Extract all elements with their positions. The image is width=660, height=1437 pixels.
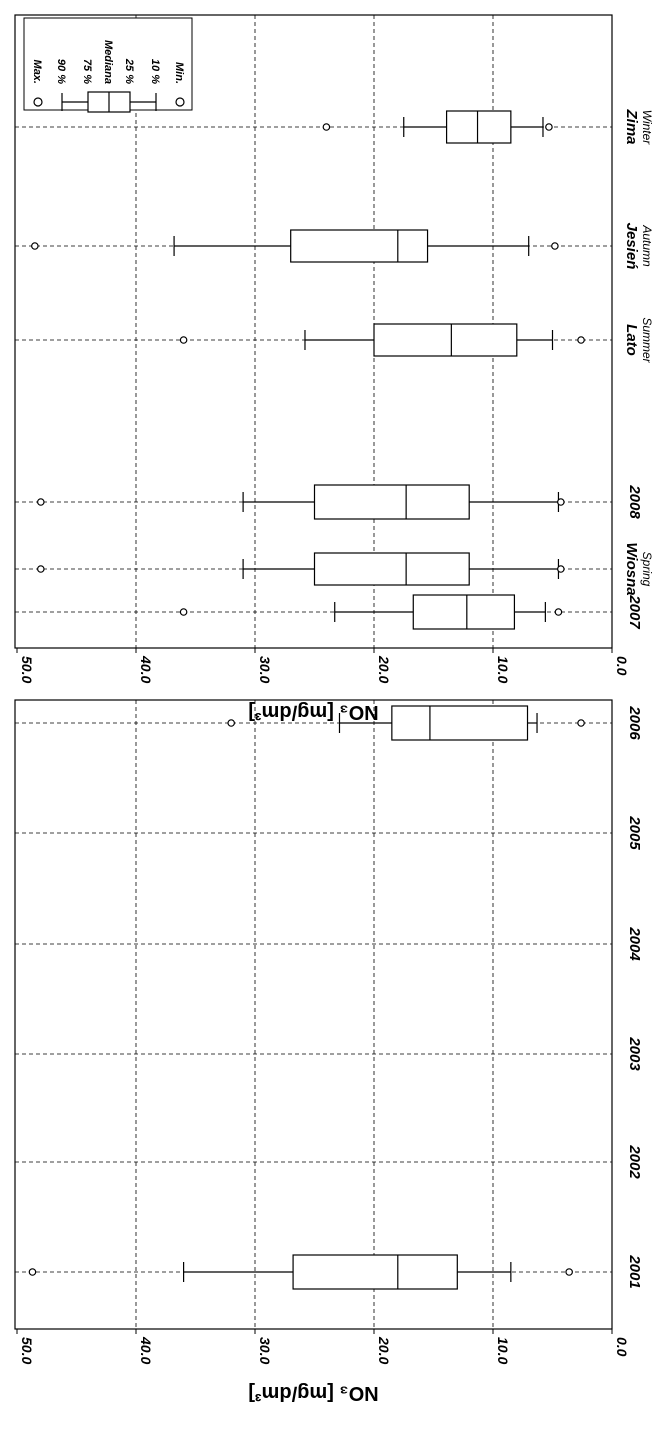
box-iqr bbox=[445, 110, 512, 144]
box-iqr bbox=[313, 552, 470, 586]
box-Lato bbox=[179, 323, 585, 357]
plot-frame bbox=[14, 14, 613, 649]
value-axis: 0.0 10.0 20.0 30.0 40.0 50.0 bbox=[16, 1329, 630, 1364]
box-Wiosna bbox=[36, 552, 565, 586]
min-point bbox=[554, 608, 563, 616]
box-iqr bbox=[313, 484, 470, 520]
box-iqr bbox=[292, 1254, 458, 1290]
legend-entry-label: Max. bbox=[31, 60, 43, 84]
legend-max-marker bbox=[33, 97, 43, 107]
category-label: 2008 bbox=[626, 484, 643, 519]
value-tick-label: 40.0 bbox=[138, 655, 154, 683]
box-2007 bbox=[179, 594, 563, 630]
legend-entry-label: 90 % bbox=[55, 59, 67, 84]
max-point bbox=[31, 242, 39, 250]
category-label: Wiosna bbox=[623, 542, 640, 595]
category-label: 2001 bbox=[626, 1254, 643, 1288]
value-tick-label: 20.0 bbox=[376, 1336, 392, 1364]
box-Zima bbox=[322, 110, 553, 144]
box-iqr bbox=[373, 323, 518, 357]
category-axis: Wiosna Spring Lato Summer Jesień Autumn Zima Wi… bbox=[623, 108, 654, 595]
max-point bbox=[179, 608, 188, 616]
category-label: 2007 bbox=[626, 594, 643, 629]
min-point bbox=[551, 242, 559, 250]
box-iqr bbox=[290, 229, 429, 263]
value-tick-label: 0.0 bbox=[614, 656, 630, 676]
category-axis: 2001 2002 2003 2004 2005 2006 2007 2008 bbox=[626, 484, 643, 1288]
max-point bbox=[179, 336, 188, 344]
min-point bbox=[565, 1268, 573, 1276]
category-label: 2006 bbox=[626, 705, 643, 740]
category-label: Jesień bbox=[623, 223, 640, 270]
max-point bbox=[227, 719, 236, 727]
value-tick-label: 30.0 bbox=[257, 1337, 273, 1364]
value-axis-title: NO₃ [mg/dm³] bbox=[248, 1382, 378, 1404]
min-point bbox=[557, 498, 565, 506]
legend: Max. 90 % 75 % Mediana 25 % 10 % Min. bbox=[23, 17, 193, 113]
max-point bbox=[322, 123, 331, 131]
max-point bbox=[28, 1268, 37, 1276]
value-tick-label: 30.0 bbox=[257, 656, 273, 683]
max-point bbox=[36, 498, 45, 506]
category-sublabel: Autumn bbox=[640, 224, 654, 267]
plot-frame bbox=[14, 699, 613, 1330]
category-label: 2005 bbox=[626, 815, 643, 850]
value-tick-label: 10.0 bbox=[495, 656, 511, 683]
value-tick-label: 40.0 bbox=[138, 1336, 154, 1364]
chart-panel-1: 0.0 10.0 20.0 30.0 40.0 50.0 NO₃ [mg/dm³] Wiosn… bbox=[14, 14, 654, 723]
legend-entry-label: 25 % bbox=[123, 58, 135, 84]
legend-entry-label: 10 % bbox=[149, 59, 161, 84]
value-tick-label: 0.0 bbox=[614, 1337, 630, 1357]
category-sublabel: Winter bbox=[640, 110, 654, 146]
box-2001 bbox=[28, 1254, 573, 1290]
category-label: Zima bbox=[623, 108, 640, 144]
category-label: 2004 bbox=[626, 926, 643, 961]
min-point bbox=[577, 719, 585, 727]
legend-entry-label: Mediana bbox=[102, 40, 114, 84]
category-label: Lato bbox=[623, 324, 640, 356]
category-sublabel: Summer bbox=[640, 317, 654, 363]
min-point bbox=[545, 123, 553, 131]
value-tick-label: 50.0 bbox=[19, 656, 35, 683]
max-point bbox=[36, 565, 45, 573]
legend-entry-label: 75 % bbox=[81, 59, 93, 84]
legend-entry-label: Min. bbox=[173, 62, 185, 84]
min-point bbox=[557, 565, 565, 573]
box-2008 bbox=[36, 484, 565, 520]
value-gridlines bbox=[15, 501, 612, 1329]
value-axis: 0.0 10.0 20.0 30.0 40.0 50.0 bbox=[16, 648, 630, 683]
box-Jesień bbox=[31, 229, 559, 263]
value-tick-label: 20.0 bbox=[376, 655, 392, 683]
category-label: 2003 bbox=[626, 1036, 643, 1071]
legend-min-marker bbox=[175, 97, 185, 107]
value-tick-label: 10.0 bbox=[495, 1337, 511, 1364]
value-tick-label: 50.0 bbox=[19, 1337, 35, 1364]
value-axis-title: NO₃ [mg/dm³] bbox=[248, 701, 378, 723]
box-iqr bbox=[391, 705, 529, 741]
category-sublabel: Spring bbox=[640, 552, 654, 587]
min-point bbox=[577, 336, 585, 344]
box-iqr bbox=[412, 594, 516, 630]
box-2006 bbox=[227, 705, 585, 741]
category-label: 2002 bbox=[626, 1144, 643, 1179]
